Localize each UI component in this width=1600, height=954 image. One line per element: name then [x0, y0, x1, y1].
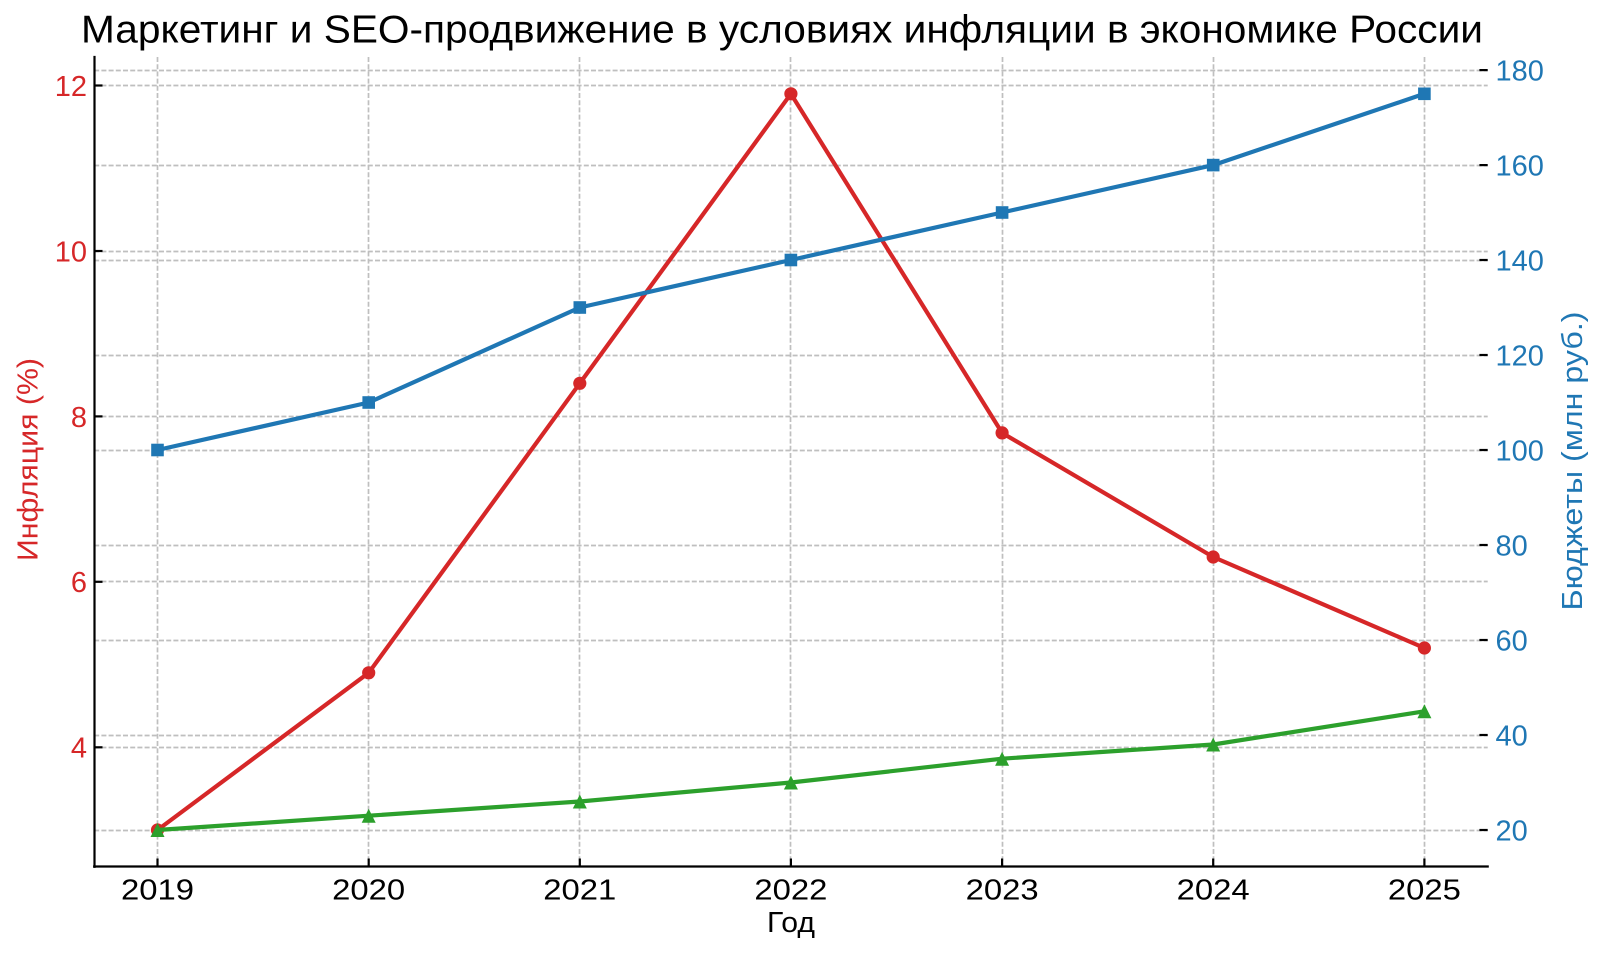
svg-text:160: 160 — [1496, 151, 1544, 183]
svg-text:Инфляция (%): Инфляция (%) — [13, 358, 45, 561]
svg-text:2019: 2019 — [121, 875, 194, 907]
svg-text:2020: 2020 — [332, 875, 405, 907]
svg-text:2022: 2022 — [754, 875, 827, 907]
svg-text:80: 80 — [1496, 530, 1528, 562]
svg-text:4: 4 — [71, 733, 87, 765]
svg-text:2021: 2021 — [543, 875, 616, 907]
svg-text:2024: 2024 — [1177, 875, 1250, 907]
svg-text:Бюджеты (млн руб.): Бюджеты (млн руб.) — [1557, 312, 1589, 611]
svg-text:100: 100 — [1496, 435, 1544, 467]
svg-text:2025: 2025 — [1388, 875, 1461, 907]
svg-text:60: 60 — [1496, 625, 1528, 657]
svg-text:12: 12 — [55, 71, 87, 103]
svg-text:2023: 2023 — [966, 875, 1039, 907]
svg-text:10: 10 — [55, 236, 87, 268]
svg-text:8: 8 — [71, 402, 87, 434]
svg-text:140: 140 — [1496, 245, 1544, 277]
svg-text:40: 40 — [1496, 720, 1528, 752]
svg-text:6: 6 — [71, 567, 87, 599]
svg-text:120: 120 — [1496, 340, 1544, 372]
svg-text:20: 20 — [1496, 815, 1528, 847]
svg-text:Маркетинг и SEO-продвижение в: Маркетинг и SEO-продвижение в условиях и… — [81, 9, 1483, 52]
svg-text:180: 180 — [1496, 56, 1544, 88]
svg-text:Год: Год — [767, 907, 815, 939]
